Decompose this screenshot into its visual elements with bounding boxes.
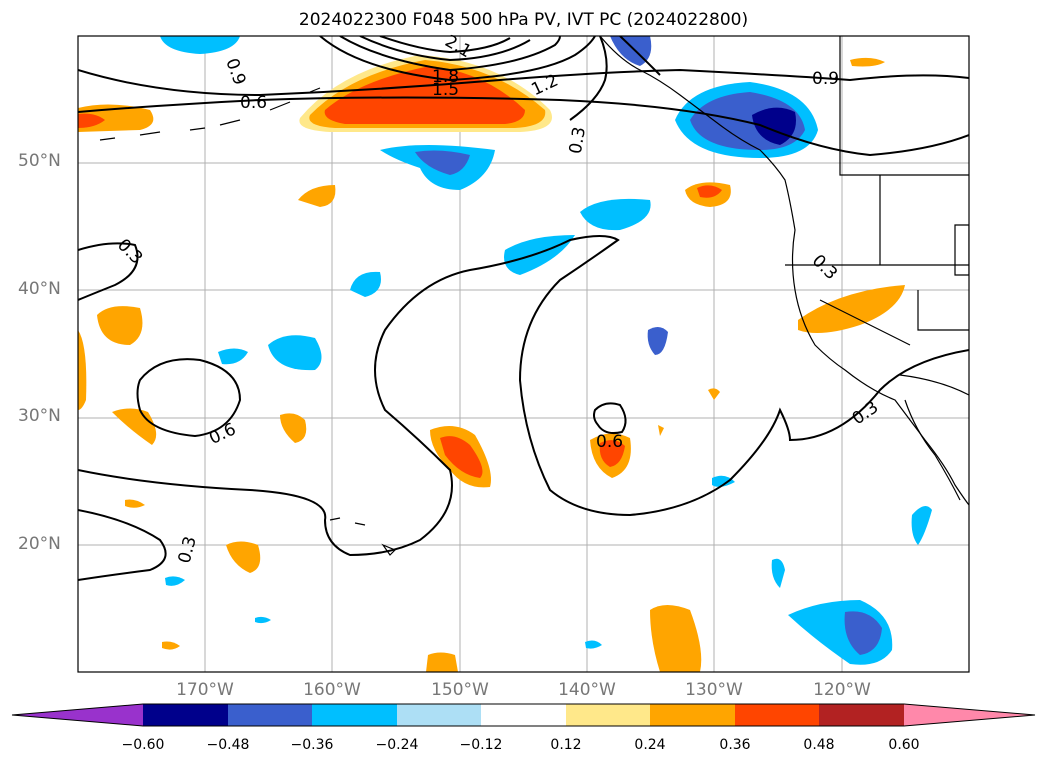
- colorbar-segment: [566, 704, 650, 726]
- pv-shading: [78, 36, 932, 672]
- colorbar-extend-high: [904, 704, 1035, 726]
- colorbar-segment: [143, 704, 228, 726]
- colorbar-segment: [397, 704, 481, 726]
- coastlines: [599, 36, 969, 506]
- lat-label: 50°N: [18, 151, 61, 171]
- colorbar-segment: [228, 704, 312, 726]
- colorbar-tick: 0.36: [719, 737, 751, 753]
- positive-anomaly-north: [299, 55, 552, 132]
- lon-label: 170°W: [176, 680, 234, 700]
- lon-label: 140°W: [558, 680, 616, 700]
- map-title: 2024022300 F048 500 hPa PV, IVT PC (2024…: [298, 10, 749, 30]
- lat-label: 20°N: [18, 534, 61, 554]
- colorbar-tick: −0.24: [375, 737, 419, 753]
- colorbar-tick: −0.36: [290, 737, 334, 753]
- lon-label: 150°W: [431, 680, 489, 700]
- colorbar-tick: 0.48: [803, 737, 835, 753]
- aleutian-islands: [99, 87, 321, 141]
- colorbar-tick: −0.12: [459, 737, 503, 753]
- ivt-contours: [78, 36, 969, 581]
- colorbar-segment: [735, 704, 819, 726]
- contour-label: 0.6: [596, 432, 623, 452]
- lon-label: 120°W: [813, 680, 871, 700]
- colorbar-segment: [481, 704, 566, 726]
- contour-label: 0.9: [812, 69, 839, 89]
- colorbar: [11, 703, 1036, 727]
- colorbar-tick: −0.48: [206, 737, 250, 753]
- colorbar-tick: −0.60: [121, 737, 165, 753]
- map-border: [77, 35, 970, 673]
- colorbar-tick: 0.60: [888, 737, 920, 753]
- lon-label: 130°W: [685, 680, 743, 700]
- contour-label: 0.6: [240, 93, 267, 113]
- contour-label: 1.5: [432, 80, 459, 100]
- lat-label: 30°N: [18, 406, 61, 426]
- contour-label: 1.8: [432, 67, 459, 87]
- colorbar-segment: [819, 704, 904, 726]
- colorbar-extend-low: [12, 704, 143, 726]
- contour-label: 0.3: [566, 125, 590, 155]
- hawaii-islands: [329, 517, 397, 556]
- colorbar-tick: 0.24: [634, 737, 666, 753]
- lat-label: 40°N: [18, 279, 61, 299]
- lon-label: 160°W: [303, 680, 361, 700]
- colorbar-segment: [650, 704, 735, 726]
- colorbar-tick: 0.12: [550, 737, 582, 753]
- colorbar-segment: [312, 704, 397, 726]
